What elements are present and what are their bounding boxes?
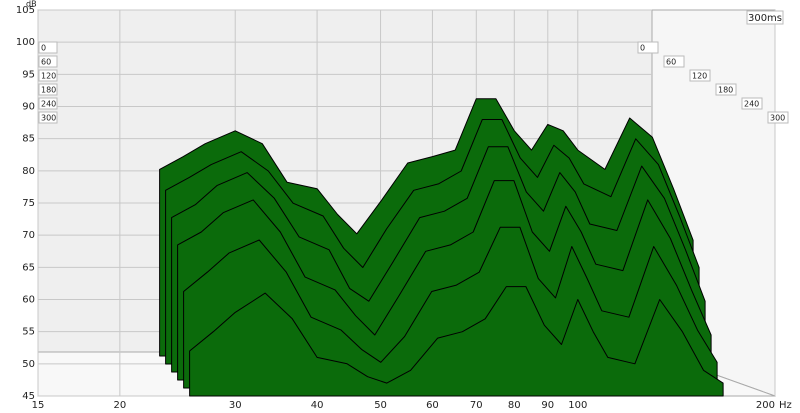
x-tick-label: 90 [541, 400, 554, 411]
x-tick-label: 30 [229, 400, 242, 411]
y-tick-label: 55 [22, 327, 35, 338]
x-tick-label: 20 [113, 400, 126, 411]
time-tick-box [38, 83, 58, 96]
time-range-box [746, 10, 784, 25]
time-tick-box [663, 55, 685, 68]
labels: 45 50 55 60 65 70 75 80 85 90 95 100 105 15 20 30 40 50 60… [16, 5, 792, 411]
y-tick-label: 100 [16, 37, 35, 48]
y-tick-label: 95 [22, 69, 35, 80]
time-tick-box [767, 111, 789, 124]
time-tick-box [38, 41, 58, 54]
time-tick-label: 300 [41, 114, 56, 123]
y-tick-label: 75 [22, 198, 35, 209]
time-tick-label: 300 [770, 114, 785, 123]
time-tick-box [715, 83, 737, 96]
time-tick-box [38, 111, 58, 124]
time-tick-label: 180 [41, 86, 56, 95]
slice [189, 286, 724, 397]
y-tick-label: 45 [22, 391, 35, 402]
y-tick-label: 105 [16, 5, 35, 16]
y-axis-label: dB [26, 0, 37, 9]
time-tick-box [38, 69, 58, 82]
y-tick-label: 70 [22, 230, 35, 241]
x-tick-label: 200 [756, 400, 775, 411]
time-tick-label: 60 [41, 58, 51, 67]
time-tick-label: 120 [41, 72, 56, 81]
y-tick-label: 90 [22, 102, 35, 113]
time-tick-label: 240 [41, 100, 56, 109]
time-range-label: 300ms [748, 13, 782, 24]
y-tick-label: 60 [22, 295, 35, 306]
x-tick-label: 70 [470, 400, 483, 411]
time-tick-box [637, 41, 659, 54]
x-tick-label: 40 [311, 400, 324, 411]
time-tick-box [38, 55, 58, 68]
time-tick-box [689, 69, 711, 82]
x-tick-label: 80 [508, 400, 521, 411]
x-tick-label: 15 [32, 400, 45, 411]
time-tick-label: 240 [744, 100, 759, 109]
x-tick-label: 60 [426, 400, 439, 411]
x-tick-label: 100 [568, 400, 587, 411]
time-tick-label: 60 [666, 58, 676, 67]
time-tick-label: 0 [640, 44, 645, 53]
time-tick-box [38, 97, 58, 110]
x-axis-label: Hz [779, 400, 792, 411]
time-tick-label: 180 [718, 86, 733, 95]
time-tick-box [741, 97, 763, 110]
time-tick-label: 0 [41, 44, 46, 53]
y-tick-label: 65 [22, 262, 35, 273]
y-tick-label: 50 [22, 359, 35, 370]
y-tick-label: 85 [22, 134, 35, 145]
time-tick-label: 120 [692, 72, 707, 81]
x-tick-label: 50 [374, 400, 387, 411]
surface [159, 98, 724, 397]
y-tick-label: 80 [22, 166, 35, 177]
